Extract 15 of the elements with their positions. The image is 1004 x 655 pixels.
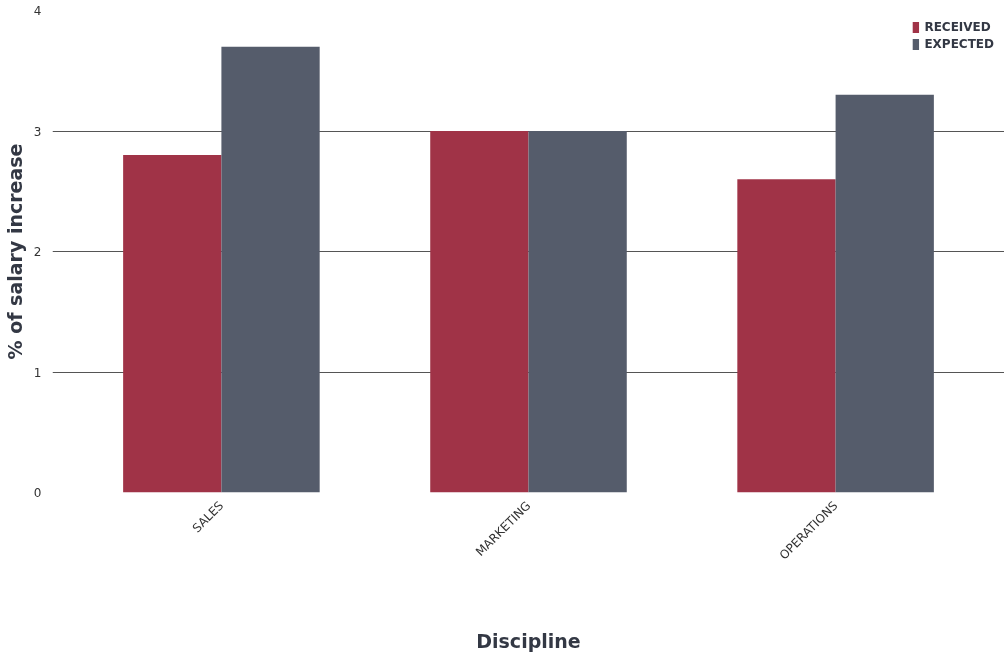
- bar: [123, 155, 222, 493]
- y-tick-label: 0: [33, 486, 42, 500]
- bar: [835, 94, 934, 493]
- y-tick-label: 3: [33, 124, 42, 139]
- y-tick-label: 1: [33, 365, 42, 380]
- bar: [430, 131, 529, 493]
- bar: [737, 179, 836, 493]
- y-axis-title: % of salary increase: [3, 143, 26, 360]
- legend-label: EXPECTED: [924, 37, 994, 51]
- y-tick-label: 4: [33, 4, 42, 18]
- bar: [528, 131, 627, 493]
- x-axis-title: Discipline: [476, 630, 581, 653]
- bar: [221, 46, 320, 493]
- legend-label: RECEIVED: [924, 20, 991, 34]
- y-tick-label: 2: [33, 245, 42, 259]
